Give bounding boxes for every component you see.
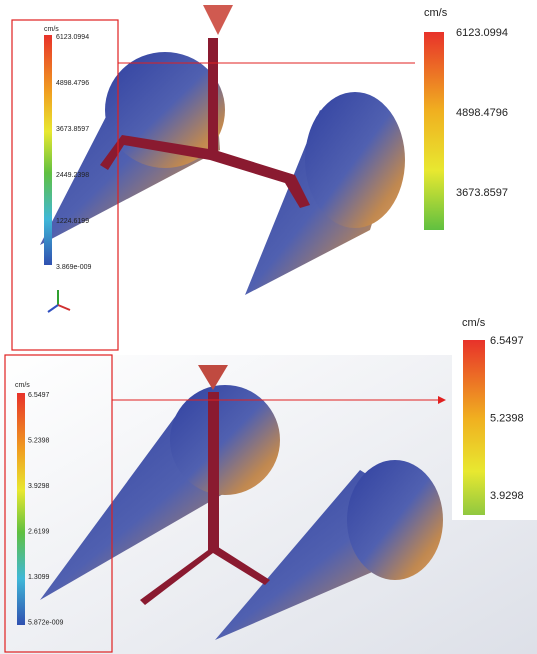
color-bar — [463, 340, 485, 515]
legend-unit: cm/s — [44, 26, 59, 33]
color-bar — [44, 35, 52, 265]
zoom-unit: cm/s — [424, 7, 448, 19]
simulation-bottom — [40, 365, 443, 640]
legend-frame — [11, 19, 119, 351]
legend-label: 5.2398 — [28, 437, 50, 444]
simulation-top — [40, 5, 405, 295]
color-bar — [17, 393, 25, 625]
color-bar — [424, 32, 444, 230]
legend-label: 1.3099 — [28, 574, 50, 581]
legend-label: 2.6199 — [28, 528, 50, 535]
legend-label: 1224.6199 — [56, 218, 89, 225]
axis-triad — [47, 290, 71, 313]
arrowhead — [438, 396, 446, 404]
zoom-label: 4898.4796 — [456, 107, 508, 119]
legend-label: 4898.4796 — [56, 80, 89, 87]
legend-label: 6123.0994 — [56, 34, 89, 41]
legend-label: 6.5497 — [28, 392, 50, 399]
legend-label: 2449.2398 — [56, 172, 89, 179]
zoom-label: 3673.8597 — [456, 187, 508, 199]
legend-label: 5.872e-009 — [28, 619, 64, 626]
legend-label: 3.869e-009 — [56, 264, 92, 271]
legend-unit: cm/s — [15, 382, 30, 389]
zoom-label: 6.5497 — [490, 335, 524, 347]
zoom-label: 5.2398 — [490, 412, 524, 424]
legend-frame — [4, 354, 113, 653]
zoom-unit: cm/s — [462, 317, 486, 329]
legend-label: 3673.8597 — [56, 126, 89, 133]
zoom-label: 3.9298 — [490, 490, 524, 502]
legend-label: 3.9298 — [28, 483, 50, 490]
zoom-label: 6123.0994 — [456, 27, 508, 39]
